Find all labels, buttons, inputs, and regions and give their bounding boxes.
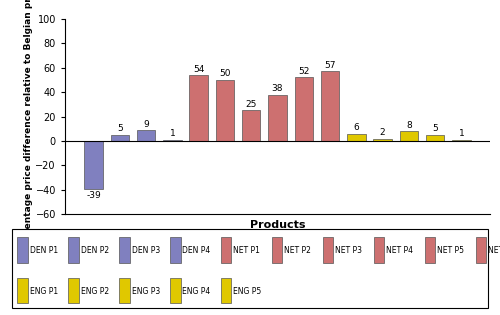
Y-axis label: Percentage price difference relative to Belgian price: Percentage price difference relative to … — [24, 0, 32, 251]
Text: 2: 2 — [380, 128, 386, 137]
Text: NET P1: NET P1 — [234, 246, 260, 255]
Bar — [426, 135, 444, 141]
FancyBboxPatch shape — [272, 237, 282, 262]
FancyBboxPatch shape — [170, 237, 180, 262]
FancyBboxPatch shape — [424, 237, 435, 262]
Bar — [347, 134, 366, 141]
Text: DEN P4: DEN P4 — [182, 246, 210, 255]
Bar — [452, 140, 470, 141]
FancyBboxPatch shape — [476, 237, 486, 262]
Text: NET P3: NET P3 — [336, 246, 362, 255]
Text: NET P5: NET P5 — [437, 246, 464, 255]
Bar — [242, 111, 260, 141]
Bar — [321, 72, 340, 141]
Text: 1: 1 — [170, 129, 175, 138]
Bar — [84, 141, 102, 189]
FancyBboxPatch shape — [119, 278, 130, 303]
Bar — [110, 135, 129, 141]
Bar — [163, 140, 182, 141]
Text: ENG P1: ENG P1 — [30, 287, 58, 296]
Text: NET P6: NET P6 — [488, 246, 500, 255]
Text: 1: 1 — [458, 129, 464, 138]
Text: 25: 25 — [246, 100, 257, 109]
Bar — [216, 80, 234, 141]
Text: DEN P1: DEN P1 — [30, 246, 58, 255]
Text: 50: 50 — [219, 70, 230, 78]
Text: DEN P2: DEN P2 — [80, 246, 108, 255]
Bar — [294, 77, 313, 141]
Text: DEN P3: DEN P3 — [132, 246, 160, 255]
Bar — [374, 139, 392, 141]
FancyBboxPatch shape — [68, 278, 78, 303]
FancyBboxPatch shape — [170, 278, 180, 303]
FancyBboxPatch shape — [221, 278, 232, 303]
Text: 5: 5 — [117, 124, 122, 133]
FancyBboxPatch shape — [119, 237, 130, 262]
Text: 6: 6 — [354, 123, 359, 132]
Bar — [400, 131, 418, 141]
Text: 9: 9 — [143, 119, 149, 129]
Text: 38: 38 — [272, 84, 283, 93]
Text: -39: -39 — [86, 191, 101, 200]
Text: ENG P2: ENG P2 — [80, 287, 108, 296]
Text: 5: 5 — [432, 124, 438, 133]
FancyBboxPatch shape — [17, 237, 28, 262]
Text: ENG P4: ENG P4 — [182, 287, 210, 296]
Bar — [190, 75, 208, 141]
Text: NET P4: NET P4 — [386, 246, 413, 255]
FancyBboxPatch shape — [221, 237, 232, 262]
FancyBboxPatch shape — [374, 237, 384, 262]
Text: 57: 57 — [324, 61, 336, 70]
Text: 52: 52 — [298, 67, 310, 76]
Bar — [137, 130, 156, 141]
FancyBboxPatch shape — [323, 237, 334, 262]
Text: ENG P5: ENG P5 — [234, 287, 262, 296]
FancyBboxPatch shape — [12, 229, 488, 307]
FancyBboxPatch shape — [68, 237, 78, 262]
Text: ENG P3: ENG P3 — [132, 287, 160, 296]
Text: 8: 8 — [406, 121, 412, 130]
Text: NET P2: NET P2 — [284, 246, 311, 255]
Bar — [268, 94, 286, 141]
FancyBboxPatch shape — [17, 278, 28, 303]
Text: 54: 54 — [193, 65, 204, 74]
X-axis label: Products: Products — [250, 220, 305, 230]
